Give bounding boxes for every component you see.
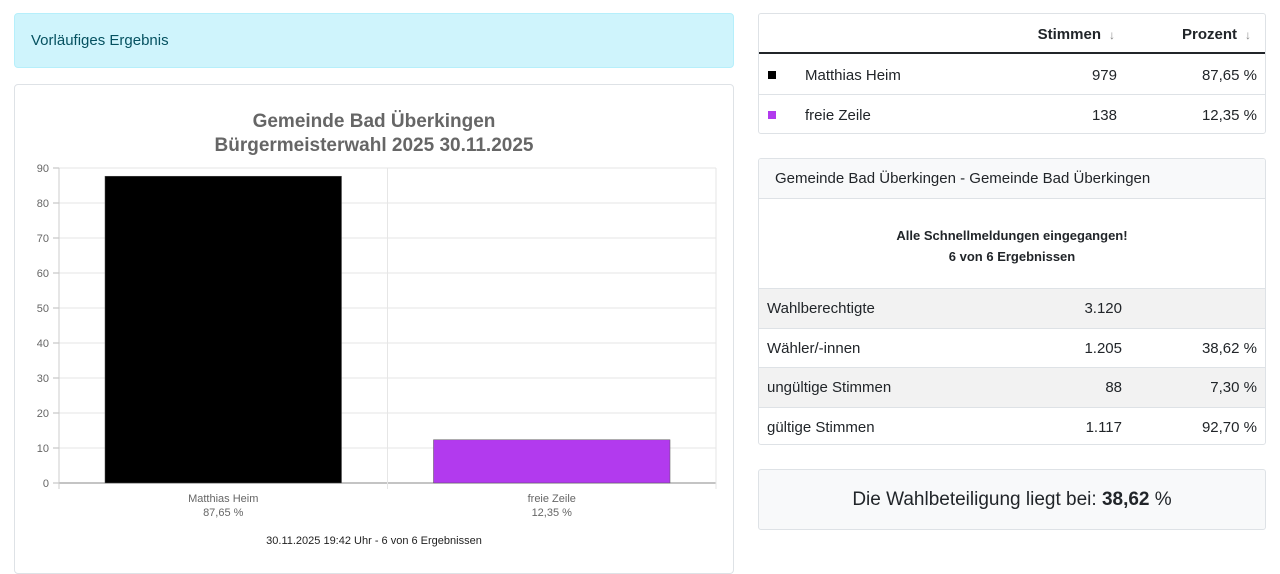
stat-row: ungültige Stimmen 88 7,30 % [759, 367, 1265, 407]
alert-text: Vorläufiges Ergebnis [31, 32, 169, 49]
stat-label: Wähler/-innen [767, 339, 861, 357]
status-line-count: 6 von 6 Ergebnissen [948, 249, 1076, 264]
candidate-percent: 87,65 % [1201, 67, 1257, 84]
results-table: Stimmen ↓ Prozent ↓ Matthias Heim 979 87,6… [758, 13, 1266, 134]
candidate-votes: 979 [1091, 67, 1117, 84]
municipality-detail-card: Gemeinde Bad Überkingen - Gemeinde Bad Ü… [758, 158, 1266, 445]
y-tick-label: 0 [43, 478, 49, 490]
y-tick-label: 30 [37, 373, 49, 385]
sort-arrow-icon: ↓ [1109, 28, 1115, 42]
y-tick-label: 40 [37, 338, 49, 350]
y-tick-label: 50 [37, 303, 49, 315]
y-tick-label: 90 [37, 163, 49, 175]
candidate-percent: 12,35 % [1201, 107, 1257, 124]
sort-arrow-icon: ↓ [1245, 28, 1251, 42]
stat-row: Wahlberechtigte 3.120 [759, 288, 1265, 328]
turnout-box: Die Wahlbeteiligung liegt bei: 38,62 % [758, 469, 1266, 530]
candidate-votes: 138 [1091, 107, 1117, 124]
stat-percent: 7,30 % [1210, 379, 1257, 396]
x-tick-label: freie Zeile [528, 493, 576, 505]
candidate-name: freie Zeile [805, 107, 871, 124]
x-tick-sublabel: 12,35 % [532, 507, 573, 519]
stat-value: 88 [1105, 379, 1122, 396]
bar [433, 439, 671, 484]
turnout-suffix: % [1154, 489, 1172, 510]
chart-card: Gemeinde Bad Überkingen Bürgermeisterwah… [14, 84, 734, 574]
table-row: Matthias Heim 979 87,65 % [759, 55, 1265, 95]
stat-percent: 92,70 % [1201, 418, 1257, 436]
stat-row: gültige Stimmen 1.117 92,70 % [759, 406, 1265, 445]
y-tick-label: 70 [37, 233, 49, 245]
chart-footer: 30.11.2025 19:42 Uhr - 6 von 6 Ergebniss… [266, 535, 482, 547]
results-table-header: Stimmen ↓ Prozent ↓ [759, 14, 1265, 54]
stat-percent: 38,62 % [1201, 339, 1257, 357]
turnout-value: 38,62 [1101, 489, 1150, 510]
color-swatch-icon [768, 71, 776, 79]
column-header-stimmen[interactable]: Stimmen ↓ [1037, 26, 1115, 43]
bar [104, 175, 342, 484]
chart-title-line-1: Gemeinde Bad Überkingen [252, 111, 496, 132]
x-tick-label: Matthias Heim [188, 493, 258, 505]
stat-label: Wahlberechtigte [767, 300, 875, 317]
bar-chart: 0 10 20 30 40 50 60 70 80 90 Matthias Heim 87,65 % f… [37, 163, 717, 519]
table-row: freie Zeile 138 12,35 % [759, 95, 1265, 135]
stat-row: Wähler/-innen 1.205 38,62 % [759, 327, 1265, 368]
candidate-name: Matthias Heim [805, 67, 901, 84]
stat-value: 3.120 [1084, 300, 1122, 317]
color-swatch-icon [768, 111, 776, 119]
stat-label: gültige Stimmen [767, 418, 875, 436]
y-tick-label: 80 [37, 198, 49, 210]
stat-value: 1.205 [1084, 339, 1122, 357]
x-tick-sublabel: 87,65 % [203, 507, 244, 519]
stat-label: ungültige Stimmen [767, 379, 892, 396]
y-tick-label: 10 [37, 443, 49, 455]
reporting-status: Alle Schnellmeldungen eingegangen! 6 von… [759, 199, 1265, 288]
detail-card-title: Gemeinde Bad Überkingen - Gemeinde Bad Ü… [759, 159, 1265, 199]
column-header-prozent[interactable]: Prozent ↓ [1181, 26, 1251, 43]
y-tick-label: 60 [37, 268, 49, 280]
status-line-complete: Alle Schnellmeldungen eingegangen! [896, 228, 1128, 243]
y-tick-label: 20 [37, 408, 49, 420]
chart-title-line-2: Bürgermeisterwahl 2025 30.11.2025 [214, 135, 534, 156]
status-alert: Vorläufiges Ergebnis [14, 13, 734, 68]
turnout-prefix: Die Wahlbeteiligung liegt bei: [852, 489, 1097, 510]
stat-value: 1.117 [1085, 418, 1122, 436]
